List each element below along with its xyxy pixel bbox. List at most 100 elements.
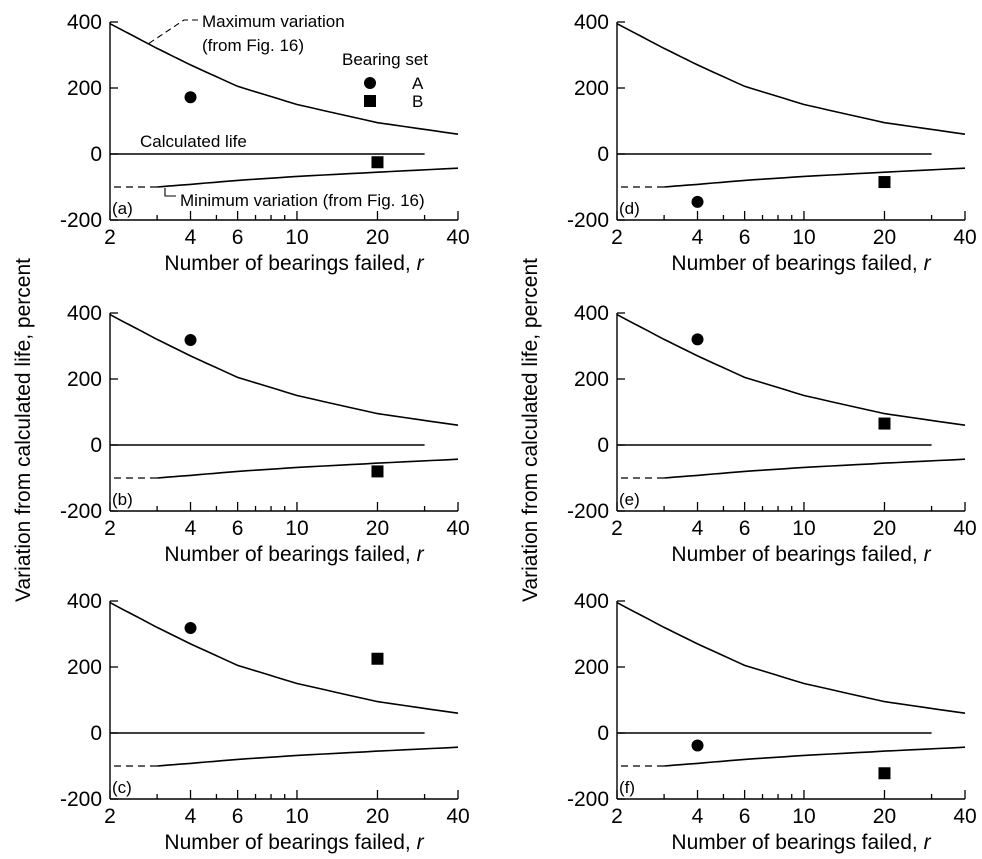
minimum-variation-label: Minimum variation (from Fig. 16) xyxy=(180,191,425,210)
y-tick-label: 0 xyxy=(597,434,609,457)
x-axis-label: Number of bearings failed, r xyxy=(671,831,931,854)
y-tick-label: 0 xyxy=(90,143,102,166)
x-tick-label: 6 xyxy=(739,226,751,249)
y-tick-label: -200 xyxy=(567,788,609,811)
point-bearing-set-a xyxy=(184,91,197,104)
x-tick-label: 10 xyxy=(285,517,308,540)
legend-label-a: A xyxy=(412,74,424,93)
y-tick-label: 400 xyxy=(67,11,102,34)
point-bearing-set-a xyxy=(691,195,704,208)
y-axis-label-right: Variation from calculated life, percent xyxy=(519,258,542,602)
y-tick-label: 400 xyxy=(67,302,102,325)
y-tick-label: 400 xyxy=(67,590,102,613)
maximum-variation-curve xyxy=(109,601,459,714)
x-tick-label: 2 xyxy=(611,226,623,249)
x-tick-label: 20 xyxy=(873,805,896,828)
x-tick-label: 40 xyxy=(953,226,976,249)
y-tick-label: 400 xyxy=(574,302,609,325)
minimum-variation-curve xyxy=(157,746,459,767)
x-tick-label: 2 xyxy=(611,517,623,540)
minimum-variation-curve xyxy=(664,167,966,188)
legend-label-b: B xyxy=(412,92,423,111)
x-tick-label: 2 xyxy=(104,805,116,828)
y-tick-label: 200 xyxy=(574,656,609,679)
maximum-variation-source: (from Fig. 16) xyxy=(202,36,304,55)
legend-title: Bearing set xyxy=(342,50,428,69)
panel-label: (a) xyxy=(112,199,133,218)
y-tick-label: 200 xyxy=(67,368,102,391)
maximum-variation-leader xyxy=(147,19,198,45)
y-tick-label: 0 xyxy=(90,722,102,745)
x-tick-label: 20 xyxy=(873,517,896,540)
maximum-variation-curve xyxy=(616,313,966,426)
panel-label: (e) xyxy=(619,490,640,509)
point-bearing-set-b xyxy=(371,465,384,478)
y-axis-label-left: Variation from calculated life, percent xyxy=(12,258,35,602)
y-tick-label: 200 xyxy=(67,656,102,679)
x-tick-label: 6 xyxy=(739,805,751,828)
point-bearing-set-b xyxy=(878,767,891,780)
x-tick-label: 2 xyxy=(611,805,623,828)
x-tick-label: 10 xyxy=(792,805,815,828)
x-tick-label: 40 xyxy=(953,805,976,828)
y-tick-label: 0 xyxy=(90,434,102,457)
point-bearing-set-b xyxy=(371,652,384,665)
minimum-variation-curve xyxy=(157,458,459,479)
x-tick-label: 40 xyxy=(953,517,976,540)
panel-label: (c) xyxy=(112,778,132,797)
y-tick-label: 400 xyxy=(574,590,609,613)
point-bearing-set-b xyxy=(878,417,891,430)
x-tick-label: 20 xyxy=(366,517,389,540)
maximum-variation-curve xyxy=(616,22,966,135)
x-tick-label: 10 xyxy=(285,226,308,249)
maximum-variation-label: Maximum variation xyxy=(202,12,345,31)
minimum-variation-curve xyxy=(157,167,459,188)
point-bearing-set-a xyxy=(184,334,197,347)
x-tick-label: 4 xyxy=(185,805,197,828)
x-tick-label: 10 xyxy=(792,517,815,540)
y-tick-label: 200 xyxy=(67,77,102,100)
y-tick-label: -200 xyxy=(60,500,102,523)
x-tick-label: 6 xyxy=(232,517,244,540)
x-tick-label: 4 xyxy=(692,226,704,249)
x-tick-label: 40 xyxy=(446,226,469,249)
x-tick-label: 4 xyxy=(185,517,197,540)
x-axis-label: Number of bearings failed, r xyxy=(164,252,424,275)
panel-label: (b) xyxy=(112,490,133,509)
point-bearing-set-b xyxy=(878,176,891,189)
x-tick-label: 20 xyxy=(873,226,896,249)
y-tick-label: 0 xyxy=(597,722,609,745)
x-tick-label: 40 xyxy=(446,517,469,540)
maximum-variation-curve xyxy=(616,601,966,714)
minimum-variation-leader xyxy=(164,188,176,197)
maximum-variation-curve xyxy=(109,313,459,426)
x-tick-label: 10 xyxy=(285,805,308,828)
y-tick-label: -200 xyxy=(567,209,609,232)
point-bearing-set-a xyxy=(691,333,704,346)
point-bearing-set-a xyxy=(184,622,197,635)
x-axis-label: Number of bearings failed, r xyxy=(671,252,931,275)
x-tick-label: 40 xyxy=(446,805,469,828)
x-tick-label: 6 xyxy=(739,517,751,540)
point-bearing-set-b xyxy=(371,156,384,169)
y-tick-label: 200 xyxy=(574,77,609,100)
y-tick-label: -200 xyxy=(567,500,609,523)
legend-marker-b xyxy=(364,95,376,107)
x-axis-label: Number of bearings failed, r xyxy=(164,543,424,566)
x-axis-label: Number of bearings failed, r xyxy=(164,831,424,854)
y-tick-label: 200 xyxy=(574,368,609,391)
legend-marker-a xyxy=(364,77,376,89)
y-tick-label: -200 xyxy=(60,209,102,232)
y-tick-label: 400 xyxy=(574,11,609,34)
x-tick-label: 20 xyxy=(366,226,389,249)
x-tick-label: 6 xyxy=(232,805,244,828)
y-tick-label: 0 xyxy=(597,143,609,166)
minimum-variation-curve xyxy=(664,746,966,767)
x-tick-label: 6 xyxy=(232,226,244,249)
